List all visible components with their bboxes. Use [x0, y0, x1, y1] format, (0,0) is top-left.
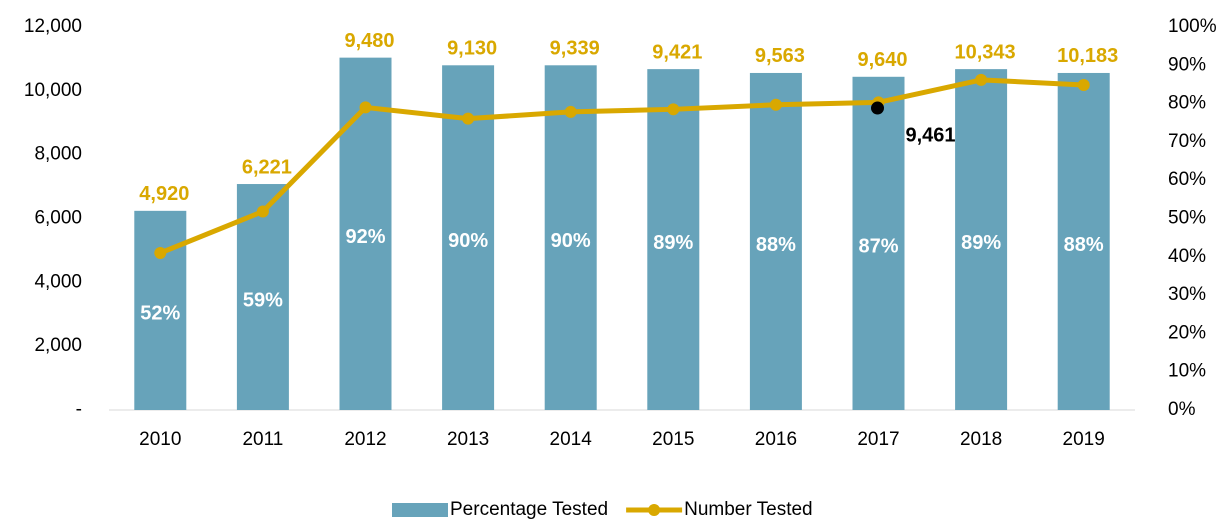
- y2-tick-label: 90%: [1168, 54, 1206, 75]
- bar: [647, 69, 700, 410]
- bar-value-label: 92%: [345, 226, 385, 248]
- bar: [749, 72, 802, 411]
- line-value-label: 9,421: [652, 41, 702, 63]
- line-marker: [256, 205, 269, 218]
- y2-tick-label: 40%: [1168, 246, 1206, 267]
- x-tick-label: 2017: [857, 429, 899, 450]
- bar-value-label: 52%: [140, 303, 180, 325]
- line-marker: [769, 98, 782, 111]
- bar-value-label: 89%: [653, 232, 693, 254]
- x-tick-label: 2013: [447, 429, 489, 450]
- x-tick-label: 2011: [242, 429, 283, 450]
- legend-swatch: [648, 504, 661, 516]
- y-tick-label: 8,000: [34, 144, 82, 165]
- legend-label: Percentage Tested: [450, 499, 608, 520]
- y2-tick-label: 100%: [1168, 16, 1217, 37]
- bar-value-label: 88%: [1064, 234, 1104, 256]
- bar: [339, 57, 392, 410]
- line-value-label: 10,183: [1057, 45, 1118, 67]
- y2-tick-label: 80%: [1168, 93, 1206, 114]
- line-marker: [462, 112, 475, 125]
- x-tick-label: 2012: [344, 429, 386, 450]
- line-value-label: 10,343: [955, 41, 1016, 63]
- bar: [1057, 72, 1110, 411]
- bar-value-label: 90%: [551, 230, 591, 252]
- line-value-label: 4,920: [139, 183, 189, 205]
- bar: [852, 76, 905, 410]
- x-tick-label: 2015: [652, 429, 694, 450]
- line-marker: [975, 73, 988, 86]
- x-tick-label: 2010: [139, 429, 181, 450]
- y-tick-label: 12,000: [24, 16, 82, 37]
- bar: [236, 184, 289, 410]
- line-value-label: 9,130: [447, 38, 497, 60]
- line-value-label: 9,563: [755, 45, 805, 67]
- y2-tick-label: 10%: [1168, 361, 1206, 382]
- y2-tick-label: 0%: [1168, 399, 1196, 420]
- line-marker: [359, 101, 372, 114]
- y2-tick-label: 70%: [1168, 131, 1206, 152]
- bar-value-label: 90%: [448, 230, 488, 252]
- y-tick-label: 6,000: [34, 208, 82, 229]
- x-tick-label: 2019: [1063, 429, 1105, 450]
- x-tick-label: 2018: [960, 429, 1002, 450]
- annotation-label: 9,461: [905, 124, 955, 146]
- bar-value-label: 87%: [858, 236, 898, 258]
- line-marker: [564, 105, 577, 118]
- line-marker: [154, 246, 167, 259]
- line-value-label: 9,480: [344, 30, 394, 52]
- y2-tick-label: 60%: [1168, 169, 1206, 190]
- line: [159, 77, 1084, 256]
- legend-swatch: [392, 503, 448, 517]
- y-tick-label: -: [76, 399, 82, 420]
- bar-value-label: 89%: [961, 232, 1001, 254]
- x-tick-label: 2014: [550, 429, 593, 450]
- bar: [544, 65, 597, 411]
- y2-tick-label: 30%: [1168, 284, 1206, 305]
- y-tick-label: 2,000: [34, 335, 82, 356]
- legend-label: Number Tested: [684, 499, 813, 520]
- bar-value-label: 88%: [756, 234, 796, 256]
- line-marker: [1077, 78, 1090, 91]
- y2-tick-label: 50%: [1168, 208, 1206, 229]
- y-tick-label: 10,000: [24, 80, 82, 101]
- y-tick-label: 4,000: [34, 271, 82, 292]
- x-tick-label: 2016: [755, 429, 797, 450]
- annotation-point: [871, 101, 884, 115]
- line-value-label: 6,221: [242, 156, 292, 178]
- bar: [955, 69, 1008, 410]
- line-value-label: 9,640: [857, 49, 907, 71]
- line-value-label: 9,339: [550, 38, 600, 60]
- bar-value-label: 59%: [243, 289, 283, 311]
- line-marker: [667, 103, 680, 116]
- y2-tick-label: 20%: [1168, 322, 1206, 343]
